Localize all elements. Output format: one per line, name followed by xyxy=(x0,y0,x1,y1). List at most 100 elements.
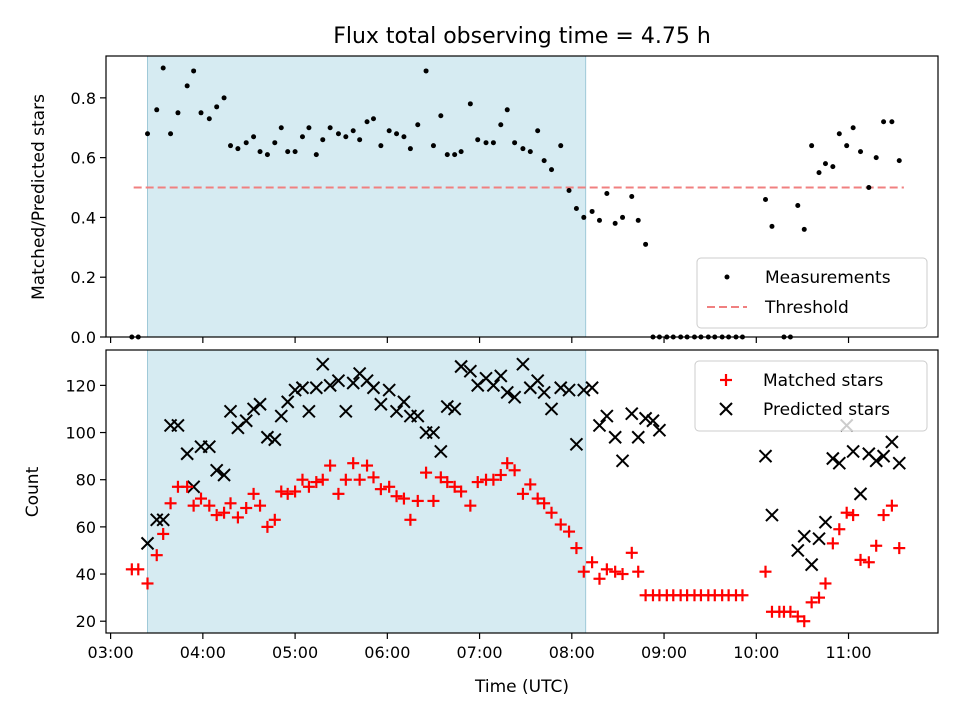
measurement-point xyxy=(504,107,510,113)
measurement-point xyxy=(452,152,458,158)
matched-star-point xyxy=(281,487,294,500)
measurement-point xyxy=(235,146,241,152)
matched-star-point xyxy=(268,513,281,526)
measurement-point xyxy=(335,131,341,137)
matched-star-point xyxy=(383,480,396,493)
x-tick-label: 11:00 xyxy=(825,643,871,662)
matched-star-point xyxy=(164,497,177,510)
predicted-star-point xyxy=(454,359,468,374)
measurement-point xyxy=(272,140,278,146)
predicted-star-point xyxy=(346,376,360,390)
matched-star-point xyxy=(455,485,468,498)
predicted-star-point xyxy=(869,454,883,468)
measurement-point xyxy=(483,140,489,146)
measurement-point xyxy=(160,65,166,71)
matched-star-point xyxy=(759,565,772,578)
predicted-star-point xyxy=(426,425,441,440)
measurement-point xyxy=(191,68,197,74)
matched-star-point xyxy=(150,549,163,562)
predicted-star-point xyxy=(577,383,591,397)
measurement-point xyxy=(228,143,234,149)
measurement-point xyxy=(604,191,610,197)
predicted-star-point xyxy=(631,430,645,444)
matched-star-point xyxy=(240,502,253,515)
measurement-point xyxy=(635,217,641,223)
measurement-point xyxy=(830,164,836,170)
matched-star-point xyxy=(332,487,345,500)
measurement-point xyxy=(858,149,864,155)
matched-star-point xyxy=(593,572,606,585)
measurement-point xyxy=(320,137,326,143)
matched-star-point xyxy=(411,494,424,507)
measurement-point xyxy=(350,128,356,134)
matched-star-point xyxy=(181,480,194,493)
matched-star-point xyxy=(353,473,366,486)
predicted-star-point xyxy=(516,357,530,371)
matched-star-point xyxy=(141,577,154,590)
matched-star-point xyxy=(195,492,208,505)
measurement-point xyxy=(264,152,270,158)
matched-star-point xyxy=(791,610,804,623)
matched-star-point xyxy=(441,476,454,489)
matched-star-point xyxy=(877,509,890,522)
top-panel: Flux total observing time = 4.75 h Match… xyxy=(29,24,939,347)
y-tick-label: 0.6 xyxy=(71,149,96,168)
matched-star-point xyxy=(302,480,315,493)
predicted-star-point xyxy=(186,480,201,494)
measurement-point xyxy=(589,208,595,214)
predicted-star-point xyxy=(652,423,667,437)
measurement-point xyxy=(154,107,160,113)
predicted-star-point xyxy=(316,357,330,371)
measurement-point xyxy=(292,149,298,155)
legend-matched-label: Matched stars xyxy=(763,371,883,391)
legend-measurements-label: Measurements xyxy=(765,268,891,288)
predicted-star-point xyxy=(339,404,353,419)
predicted-star-point xyxy=(156,513,170,527)
measurement-point xyxy=(467,101,473,107)
matched-star-point xyxy=(261,520,274,533)
measurement-point xyxy=(214,104,220,110)
measurement-point xyxy=(444,152,450,158)
matched-star-point xyxy=(471,476,484,489)
y-tick-label: 20 xyxy=(76,612,96,631)
matched-star-point xyxy=(448,480,461,493)
matched-star-point xyxy=(404,513,417,526)
measurement-point xyxy=(370,116,376,122)
measurement-point xyxy=(401,134,407,140)
predicted-star-point xyxy=(569,437,584,452)
measurement-point xyxy=(386,128,392,134)
matched-star-point xyxy=(289,485,302,498)
measurement-point xyxy=(313,152,319,158)
measurement-point xyxy=(763,196,769,202)
measurement-point xyxy=(378,143,384,149)
predicted-star-point xyxy=(150,513,164,527)
predicted-star-point xyxy=(826,451,840,466)
measurement-point xyxy=(873,155,879,161)
measurement-point xyxy=(498,122,504,128)
x-tick-label: 04:00 xyxy=(180,643,226,662)
matched-star-point xyxy=(275,485,288,498)
predicted-star-point xyxy=(309,381,324,395)
predicted-star-point xyxy=(246,402,261,416)
matched-star-point xyxy=(826,537,839,550)
measurement-point xyxy=(896,158,902,164)
predicted-star-point xyxy=(812,531,826,546)
x-tick-label: 10:00 xyxy=(733,643,779,662)
y-tick-label: 100 xyxy=(65,424,96,443)
matched-star-point xyxy=(600,563,613,576)
matched-star-point xyxy=(893,542,906,555)
measurement-point xyxy=(357,137,363,143)
matched-star-point xyxy=(187,499,200,512)
predicted-star-point xyxy=(600,409,614,423)
predicted-star-point xyxy=(323,378,337,393)
predicted-star-point xyxy=(876,449,891,463)
matched-star-point xyxy=(632,565,645,578)
predicted-star-point xyxy=(434,444,448,459)
predicted-star-point xyxy=(853,487,868,501)
predicted-star-point xyxy=(797,529,811,544)
measurement-point xyxy=(549,167,555,173)
matched-star-point xyxy=(132,563,145,576)
top-legend-box xyxy=(696,257,928,329)
legend-predicted-marker xyxy=(719,402,733,416)
